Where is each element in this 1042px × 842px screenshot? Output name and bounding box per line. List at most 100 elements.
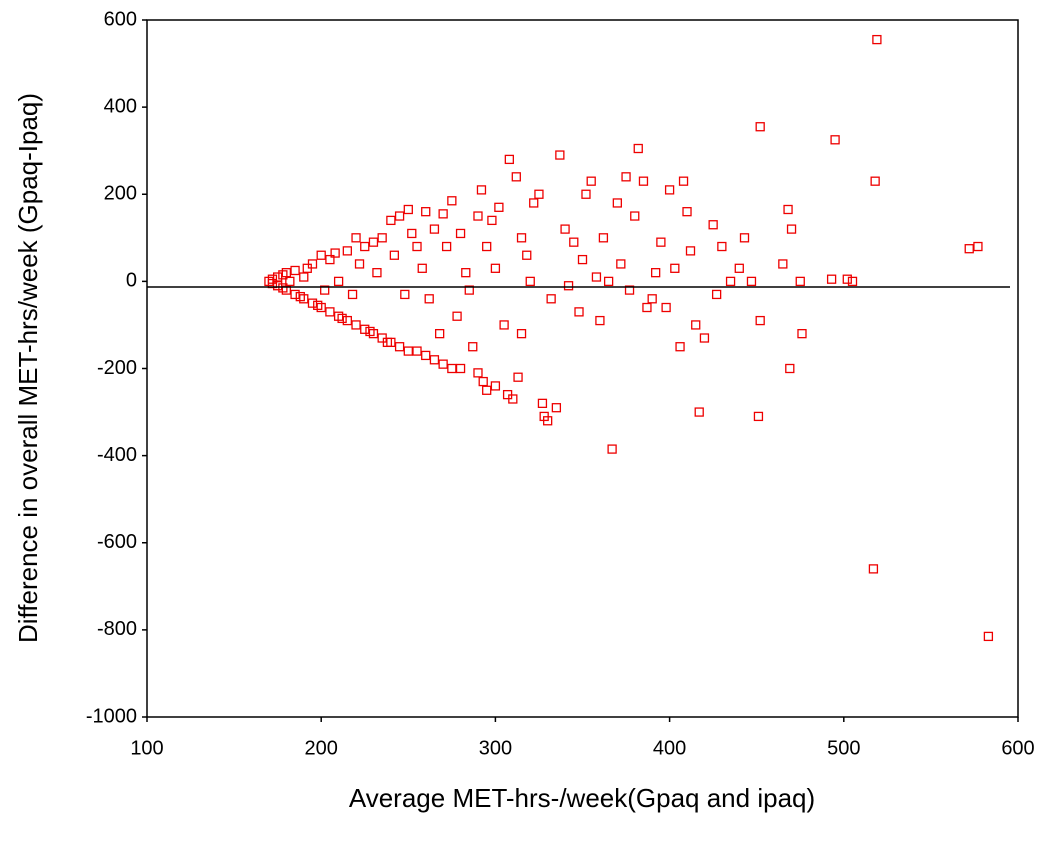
y-tick-label: 400 [104,95,137,117]
point [473,211,483,221]
point [746,276,757,287]
point [417,263,427,273]
point [441,241,452,252]
x-axis-title: Average MET-hrs-/week(Gpaq and ipaq) [349,783,815,813]
point [555,150,565,160]
point [630,211,640,221]
point [612,198,622,208]
point [337,313,347,324]
point [372,268,382,278]
x-tick-label: 500 [827,737,860,759]
point [842,274,852,284]
y-tick-label: -800 [97,618,137,640]
point [494,202,504,212]
point [272,272,283,282]
point [316,302,326,313]
point [504,154,514,165]
point [461,268,471,278]
point [516,233,527,243]
point [651,268,661,278]
point [537,398,548,409]
point [499,320,509,330]
y-tick-label: 200 [104,183,137,205]
point [569,237,579,247]
point [638,176,649,186]
point [543,416,553,426]
point [642,302,652,313]
point [826,274,837,284]
point [394,342,405,352]
point [424,294,434,304]
point [522,250,532,260]
point [290,265,300,276]
point [368,328,379,339]
point [529,198,539,208]
y-tick-label: 600 [104,8,137,30]
point [983,631,994,642]
point [429,355,440,365]
y-tick-label: -1000 [86,705,137,727]
point [870,176,880,186]
point [447,196,457,206]
point [400,289,410,300]
point [429,224,440,234]
point [797,328,807,339]
point [795,276,805,287]
point [299,272,309,282]
point [377,233,387,243]
x-tick-label: 400 [653,737,686,759]
point [482,241,492,252]
point [281,268,292,278]
point [786,224,797,234]
point [325,307,335,317]
point [534,189,544,199]
point [624,285,635,295]
point [290,289,300,300]
point [478,376,488,387]
point [386,215,396,226]
point [403,204,413,215]
point [473,368,483,378]
point [452,311,462,321]
point [621,172,631,182]
point [360,324,370,334]
point [351,320,361,330]
point [394,211,405,221]
point [598,233,609,243]
point [708,220,718,230]
point [455,363,466,374]
point [299,294,309,304]
point [607,444,617,454]
point [438,209,448,219]
y-axis-title: Difference in overall MET-hrs/week (Gpaq… [13,93,43,643]
point [661,302,671,313]
point [830,135,840,145]
point [577,254,588,265]
point [307,259,318,269]
point [525,276,535,287]
y-tick-label: -600 [97,531,137,553]
point [421,207,431,217]
point [513,372,523,382]
point [725,276,736,287]
point [330,248,340,258]
point [685,246,696,256]
point [670,263,680,273]
point [647,294,657,304]
point [847,276,858,287]
point [717,241,727,252]
point [586,176,596,186]
point [563,281,574,291]
point [412,346,422,356]
point [783,204,793,215]
y-tick-label: 0 [126,270,137,292]
point [551,403,562,413]
point [354,259,365,269]
point [272,281,283,291]
point [490,263,501,273]
point [438,359,448,369]
point [325,254,335,265]
y-tick-label: -200 [97,357,137,379]
point [964,244,974,254]
